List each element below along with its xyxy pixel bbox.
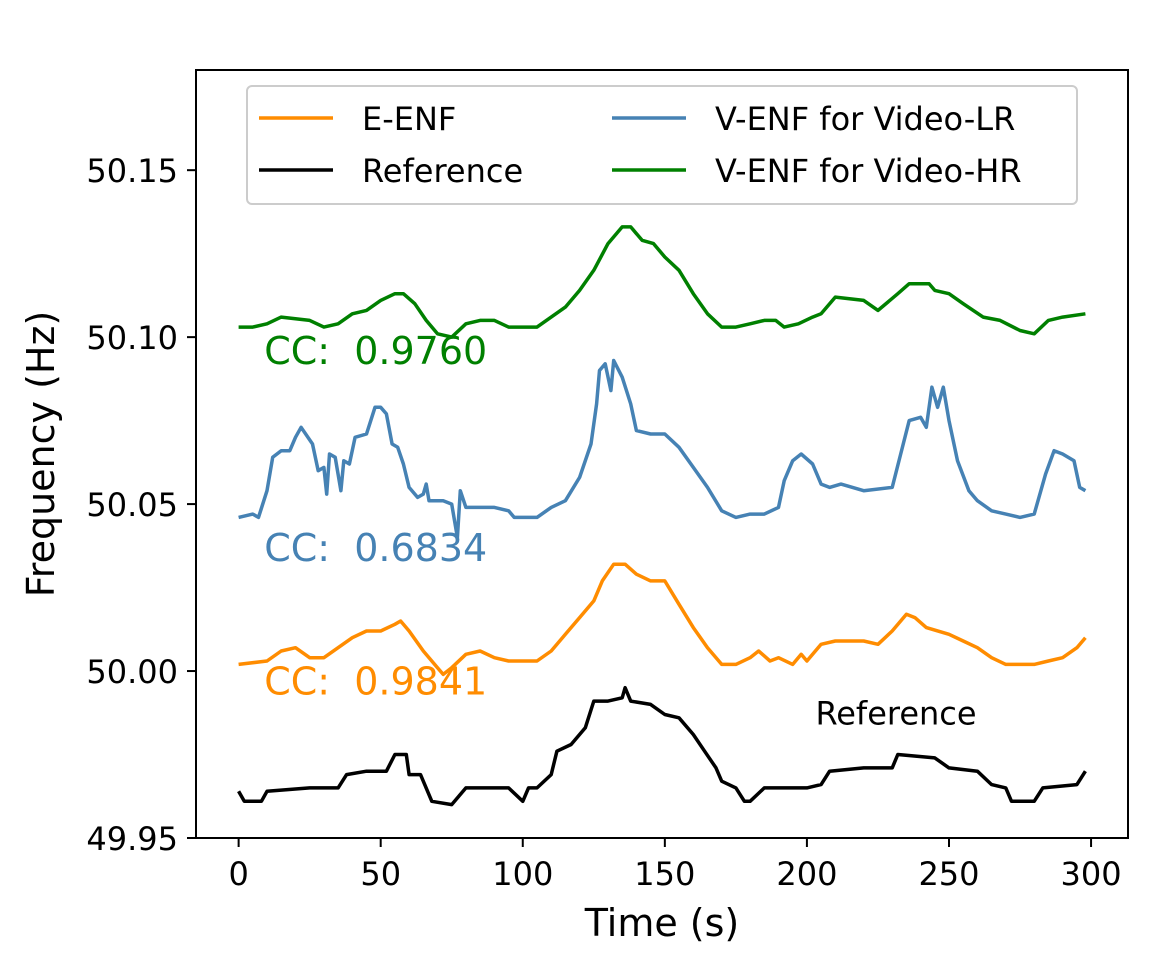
- legend-box: [246, 85, 1078, 205]
- y-tick-label-1: 50.00: [86, 653, 178, 691]
- y-axis-label: Frequency (Hz): [19, 311, 63, 598]
- annotation-2: CC: 0.9841: [264, 659, 487, 703]
- annotation-0: CC: 0.9760: [264, 329, 487, 373]
- x-tick-label-4: 200: [776, 855, 837, 893]
- plot-frame: [195, 69, 1129, 839]
- x-tick-label-5: 250: [918, 855, 979, 893]
- x-tick-label-3: 150: [634, 855, 695, 893]
- legend-label-0: E-ENF: [362, 100, 456, 138]
- legend-label-3: V-ENF for Video-HR: [715, 152, 1022, 190]
- annotation-3: Reference: [815, 694, 976, 732]
- x-axis-label: Time (s): [584, 901, 740, 945]
- series-line-3: [238, 225, 1086, 339]
- annotation-layer: CC: 0.9760 CC: 0.6834 CC: 0.9841 Reference: [264, 329, 976, 733]
- legend-label-2: V-ENF for Video-LR: [715, 100, 1015, 138]
- x-tick-label-6: 300: [1061, 855, 1122, 893]
- x-tick-label-2: 100: [492, 855, 553, 893]
- y-tick-label-4: 50.15: [86, 152, 178, 190]
- series-line-0: [238, 562, 1087, 677]
- legend-label-1: Reference: [362, 152, 523, 190]
- series-line-2: [238, 358, 1087, 540]
- x-axis: 0 50 100 150 200 250 300: [228, 838, 1122, 893]
- y-axis: 49.95 50.00 50.05 50.10 50.15: [86, 152, 196, 858]
- legend: E-ENF Reference V-ENF for Video-LR V-ENF fo…: [246, 85, 1078, 205]
- y-tick-label-3: 50.10: [86, 319, 178, 357]
- annotation-1: CC: 0.6834: [264, 526, 487, 570]
- series-layer: [237, 225, 1087, 807]
- series-line-1: [237, 685, 1087, 807]
- y-tick-label-2: 50.05: [86, 486, 178, 524]
- x-tick-label-0: 0: [228, 855, 248, 893]
- x-tick-label-1: 50: [360, 855, 401, 893]
- y-tick-label-0: 49.95: [86, 820, 178, 858]
